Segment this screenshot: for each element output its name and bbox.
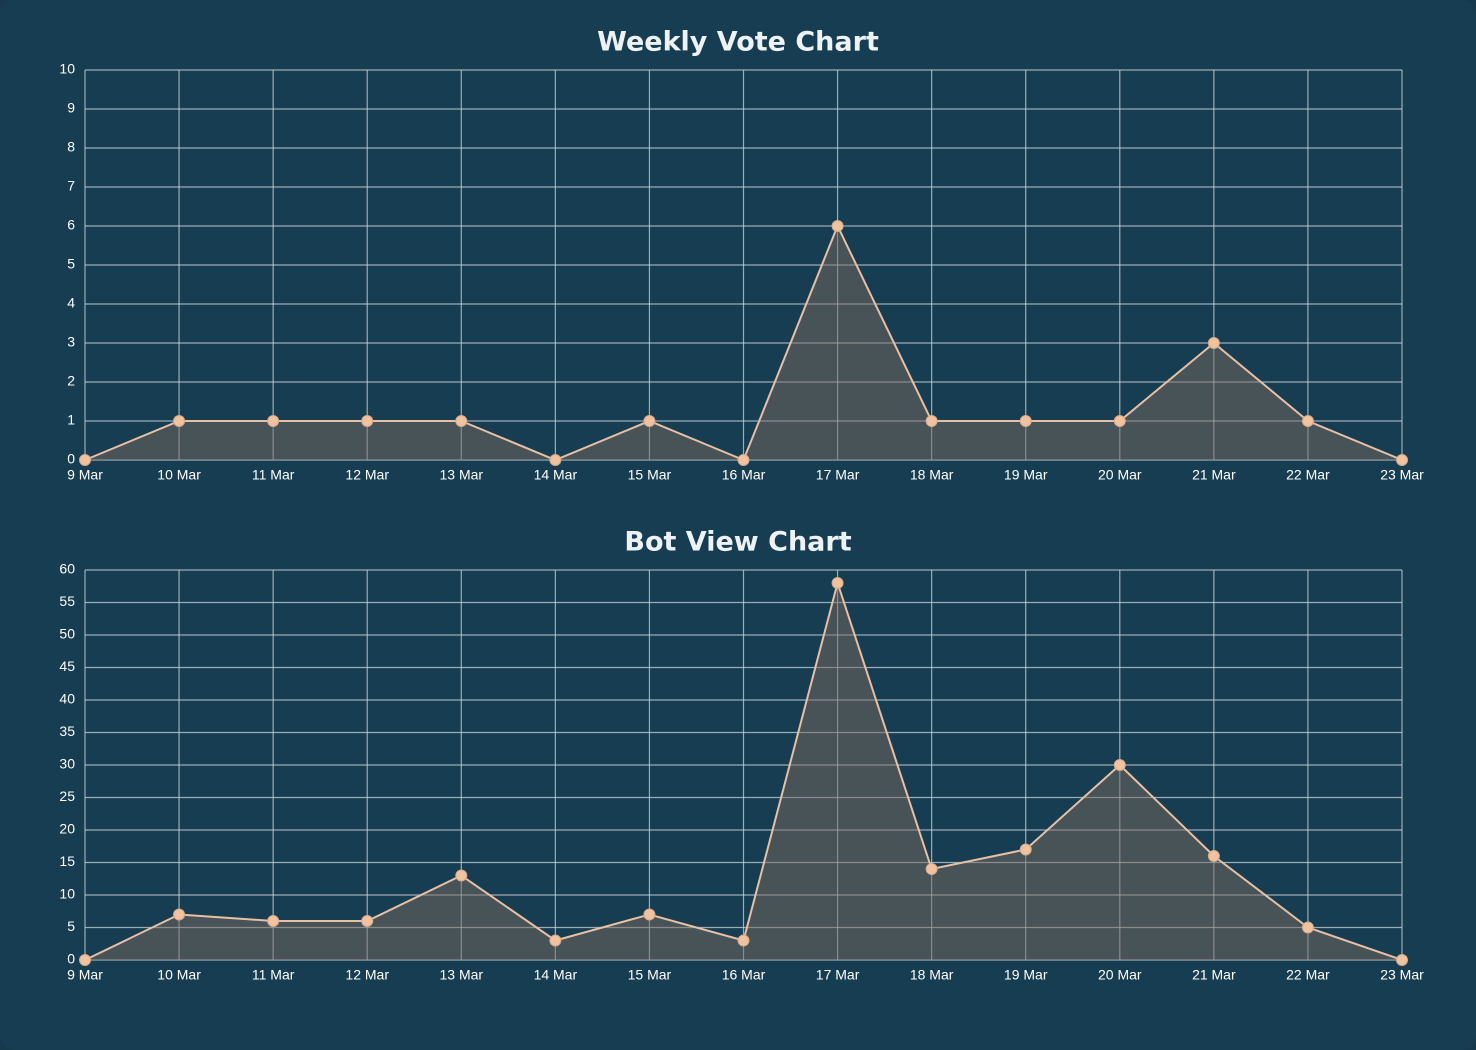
grid [84,69,1403,461]
series-area [85,226,1402,460]
x-tick-label: 23 Mar [1380,467,1424,483]
y-tick-label: 9 [67,100,75,116]
series-area [85,583,1402,960]
x-tick-label: 21 Mar [1192,467,1236,483]
data-point [925,415,938,427]
x-tick-label: 14 Mar [534,967,578,983]
y-tick-label: 0 [67,451,75,467]
chart-title: Weekly Vote Chart [597,27,879,58]
data-point [79,954,91,966]
y-tick-label: 15 [59,853,75,869]
data-point [1207,337,1220,349]
data-point [1301,415,1314,427]
data-point [831,577,844,589]
x-tick-label: 19 Mar [1004,467,1048,483]
x-tick-label: 9 Mar [67,967,103,983]
y-tick-label: 50 [59,626,75,642]
x-tick-label: 12 Mar [345,967,389,983]
x-tick-label: 13 Mar [439,467,483,483]
x-tick-label: 10 Mar [157,967,201,983]
y-tick-label: 45 [59,658,75,674]
data-point [1019,843,1032,856]
data-point [831,220,844,232]
bot-view-chart: Bot View Chart 0 5 10 15 20 25 30 35 40 45 50 55 60 9 … [59,527,1424,983]
x-tick-label: 22 Mar [1286,967,1330,983]
data-point [267,415,280,427]
x-tick-label: 16 Mar [722,967,766,983]
data-point [1396,454,1408,466]
y-tick-label: 6 [67,217,75,233]
x-tick-label: 17 Mar [816,967,860,983]
data-point [1396,954,1408,966]
data-point [1113,415,1126,427]
data-point [1113,759,1126,771]
y-tick-label: 1 [67,412,75,428]
x-tick-label: 16 Mar [722,467,766,483]
data-point [737,934,750,947]
data-point [361,415,374,427]
chart-title: Bot View Chart [624,527,851,558]
data-point [549,934,562,947]
data-point [267,915,280,927]
y-tick-label: 2 [67,373,75,389]
data-point [173,908,186,921]
x-tick-label: 14 Mar [534,467,578,483]
y-tick-label: 25 [59,788,75,804]
x-tick-label: 23 Mar [1380,967,1424,983]
x-tick-label: 10 Mar [157,467,201,483]
y-tick-label: 8 [67,139,75,155]
y-tick-label: 30 [59,756,75,772]
y-tick-label: 5 [67,918,75,934]
y-tick-label: 10 [59,886,75,902]
x-tick-label: 11 Mar [252,467,295,483]
y-tick-label: 55 [59,593,75,609]
y-tick-label: 4 [67,295,75,311]
x-tick-label: 17 Mar [816,467,860,483]
x-tick-label: 22 Mar [1286,467,1330,483]
data-point [1019,415,1032,427]
y-tick-label: 35 [59,723,75,739]
y-tick-label: 60 [59,561,75,577]
data-point [455,415,468,427]
y-tick-label: 0 [67,951,75,967]
x-tick-label: 20 Mar [1098,967,1142,983]
data-point [455,869,468,882]
y-tick-label: 10 [59,61,75,77]
data-point [737,454,750,466]
x-tick-label: 18 Mar [910,967,954,983]
y-tick-label: 20 [59,821,75,837]
x-tick-label: 19 Mar [1004,967,1048,983]
data-point [643,908,656,921]
x-tick-label: 15 Mar [628,467,672,483]
y-tick-label: 3 [67,334,75,350]
data-point [1301,921,1314,934]
x-tick-label: 11 Mar [252,967,295,983]
data-point [1207,850,1220,862]
x-tick-label: 18 Mar [910,467,954,483]
data-point [925,863,938,875]
x-tick-label: 12 Mar [345,467,389,483]
x-tick-label: 13 Mar [439,967,483,983]
x-tick-label: 21 Mar [1192,967,1236,983]
data-point [361,915,374,927]
weekly-vote-chart: Weekly Vote Chart 0 1 2 3 4 5 6 7 8 9 10 9 Mar 10 Mar… [59,27,1424,483]
y-tick-label: 40 [59,691,75,707]
x-tick-label: 9 Mar [67,467,103,483]
y-tick-label: 5 [67,256,75,272]
data-point [79,454,91,466]
x-tick-label: 20 Mar [1098,467,1142,483]
data-point [643,415,656,427]
y-tick-label: 7 [67,178,75,194]
data-point [173,415,186,427]
x-tick-label: 15 Mar [628,967,672,983]
data-point [549,454,562,466]
